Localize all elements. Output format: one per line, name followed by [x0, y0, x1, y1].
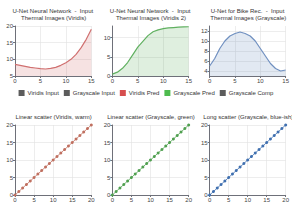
svg-text:Long scatter (Grayscale, blue-: Long scatter (Grayscale, blue-ish) [203, 114, 292, 120]
svg-text:10: 10 [104, 157, 111, 163]
svg-text:15: 15 [69, 197, 76, 203]
svg-text:15: 15 [185, 78, 192, 84]
svg-text:0: 0 [13, 78, 17, 84]
svg-text:Thermal Images (Viridis): Thermal Images (Viridis) [21, 15, 86, 21]
svg-text:8: 8 [204, 48, 208, 54]
svg-text:5: 5 [107, 54, 111, 60]
svg-text:Linear scatter (Viridis, warm): Linear scatter (Viridis, warm) [16, 114, 92, 120]
svg-text:15: 15 [282, 78, 289, 84]
svg-text:20: 20 [282, 197, 289, 203]
svg-text:5: 5 [233, 78, 237, 84]
svg-text:0: 0 [9, 192, 13, 198]
svg-text:10: 10 [244, 197, 251, 203]
svg-text:20: 20 [104, 122, 111, 128]
svg-text:12: 12 [201, 28, 208, 34]
svg-text:20: 20 [6, 122, 13, 128]
svg-text:10: 10 [63, 78, 70, 84]
svg-text:10: 10 [6, 56, 13, 62]
svg-text:U-Net for Bike Rec. - Input: U-Net for Bike Rec. - Input [211, 8, 286, 14]
svg-text:U-Net Neural Network - Input: U-Net Neural Network - Input [110, 8, 192, 14]
svg-text:10: 10 [160, 78, 167, 84]
svg-text:5: 5 [204, 175, 208, 181]
svg-text:5: 5 [227, 197, 231, 203]
svg-text:10: 10 [147, 197, 154, 203]
svg-text:Thermal Images (Grayscale): Thermal Images (Grayscale) [210, 15, 286, 21]
svg-text:U-Net Neural Network - Input: U-Net Neural Network - Input [12, 8, 94, 14]
svg-text:15: 15 [6, 40, 13, 46]
svg-text:4: 4 [204, 68, 208, 74]
svg-text:Grayscale Pred: Grayscale Pred [173, 90, 214, 96]
svg-text:Grayscale Comp: Grayscale Comp [229, 90, 274, 96]
svg-text:5: 5 [39, 78, 43, 84]
svg-text:20: 20 [88, 197, 95, 203]
svg-text:10: 10 [104, 35, 111, 41]
svg-text:0: 0 [208, 78, 212, 84]
svg-text:10: 10 [6, 157, 13, 163]
svg-text:15: 15 [263, 197, 270, 203]
svg-text:5: 5 [9, 73, 13, 79]
svg-text:0: 0 [107, 73, 111, 79]
svg-text:20: 20 [201, 122, 208, 128]
svg-text:20: 20 [6, 23, 13, 29]
svg-text:0: 0 [208, 197, 212, 203]
svg-text:15: 15 [104, 140, 111, 146]
svg-text:15: 15 [201, 140, 208, 146]
svg-text:5: 5 [136, 78, 140, 84]
svg-text:0: 0 [111, 78, 115, 84]
svg-text:0: 0 [204, 192, 208, 198]
svg-text:Linear scatter (Grayscale, gre: Linear scatter (Grayscale, green) [107, 114, 195, 120]
svg-text:10: 10 [257, 78, 264, 84]
svg-text:Viridis Pred: Viridis Pred [129, 90, 160, 96]
svg-text:Grayscale Input: Grayscale Input [73, 90, 115, 96]
svg-text:Thermal Images (Viridis 2): Thermal Images (Viridis 2) [116, 15, 186, 21]
svg-text:Viridis Input: Viridis Input [28, 90, 60, 96]
svg-text:20: 20 [185, 197, 192, 203]
svg-text:0: 0 [107, 192, 111, 198]
svg-text:0: 0 [111, 197, 115, 203]
svg-text:5: 5 [32, 197, 36, 203]
svg-text:0: 0 [13, 197, 17, 203]
svg-text:5: 5 [10, 175, 14, 181]
svg-text:15: 15 [166, 197, 173, 203]
svg-text:15: 15 [6, 140, 13, 146]
svg-text:5: 5 [130, 197, 134, 203]
svg-text:6: 6 [204, 58, 208, 64]
svg-text:10: 10 [50, 197, 57, 203]
svg-text:5: 5 [107, 175, 111, 181]
svg-text:10: 10 [201, 38, 208, 44]
svg-text:15: 15 [88, 78, 95, 84]
svg-text:10: 10 [201, 157, 208, 163]
